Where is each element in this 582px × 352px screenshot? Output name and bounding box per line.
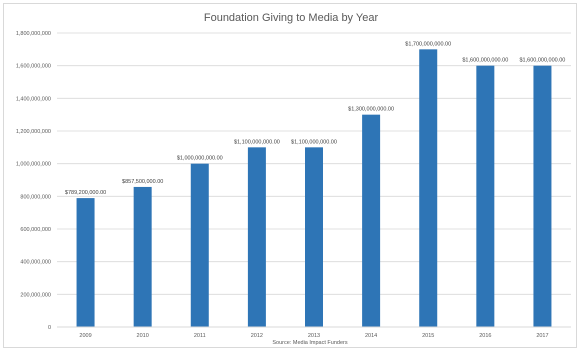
data-label: $789,200,000.00: [65, 190, 106, 196]
y-tick-label: 0: [48, 325, 51, 331]
data-label: $1,600,000,000.00: [462, 58, 508, 64]
x-tick-label: 2011: [194, 333, 206, 339]
bar: [305, 147, 323, 327]
y-axis-ticks: 0 200,000,000 400,000,000 600,000,000 800,00…: [16, 31, 51, 331]
y-tick-label: 1,200,000,000: [16, 129, 51, 135]
bar: [419, 49, 438, 327]
data-label: $1,100,000,000.00: [234, 139, 280, 145]
bar: [362, 114, 381, 328]
x-tick-label: 2017: [536, 333, 548, 339]
bar: [190, 163, 209, 327]
data-label: $1,700,000,000.00: [405, 41, 451, 47]
chart-title: Foundation Giving to Media by Year: [204, 12, 379, 24]
data-labels: $789,200,000.00 $857,500,000.00 $1,000,000…: [65, 41, 565, 196]
y-tick-label: 400,000,000: [20, 260, 51, 266]
y-tick-label: 1,800,000,000: [16, 31, 51, 37]
data-label: $857,500,000.00: [122, 179, 163, 185]
y-tick-label: 1,600,000,000: [16, 64, 51, 70]
bar: [476, 65, 495, 328]
x-tick-label: 2014: [365, 333, 377, 339]
y-tick-label: 1,000,000,000: [16, 162, 51, 168]
bar: [247, 147, 266, 327]
data-label: $1,000,000,000.00: [177, 156, 223, 162]
x-axis-ticks: 2009 2010 2011 2012 2013 2014 2015 2016 2017: [79, 333, 548, 339]
x-tick-label: 2009: [79, 333, 91, 339]
x-tick-label: 2016: [479, 333, 491, 339]
x-tick-label: 2015: [422, 333, 434, 339]
x-tick-label: 2013: [308, 333, 320, 339]
x-tick-label: 2010: [137, 333, 149, 339]
data-label: $1,600,000,000.00: [519, 58, 565, 64]
bars: [76, 49, 552, 328]
data-label: $1,100,000,000.00: [291, 139, 337, 145]
bar: [76, 198, 95, 327]
source-note: Source: Media Impact Funders: [272, 340, 347, 346]
y-tick-label: 600,000,000: [20, 227, 51, 233]
y-tick-label: 1,400,000,000: [16, 96, 51, 102]
bar: [533, 65, 552, 328]
y-tick-label: 800,000,000: [20, 194, 51, 200]
y-tick-label: 200,000,000: [20, 292, 51, 298]
bar: [133, 186, 152, 327]
data-label: $1,300,000,000.00: [348, 107, 394, 113]
x-tick-label: 2012: [251, 333, 263, 339]
